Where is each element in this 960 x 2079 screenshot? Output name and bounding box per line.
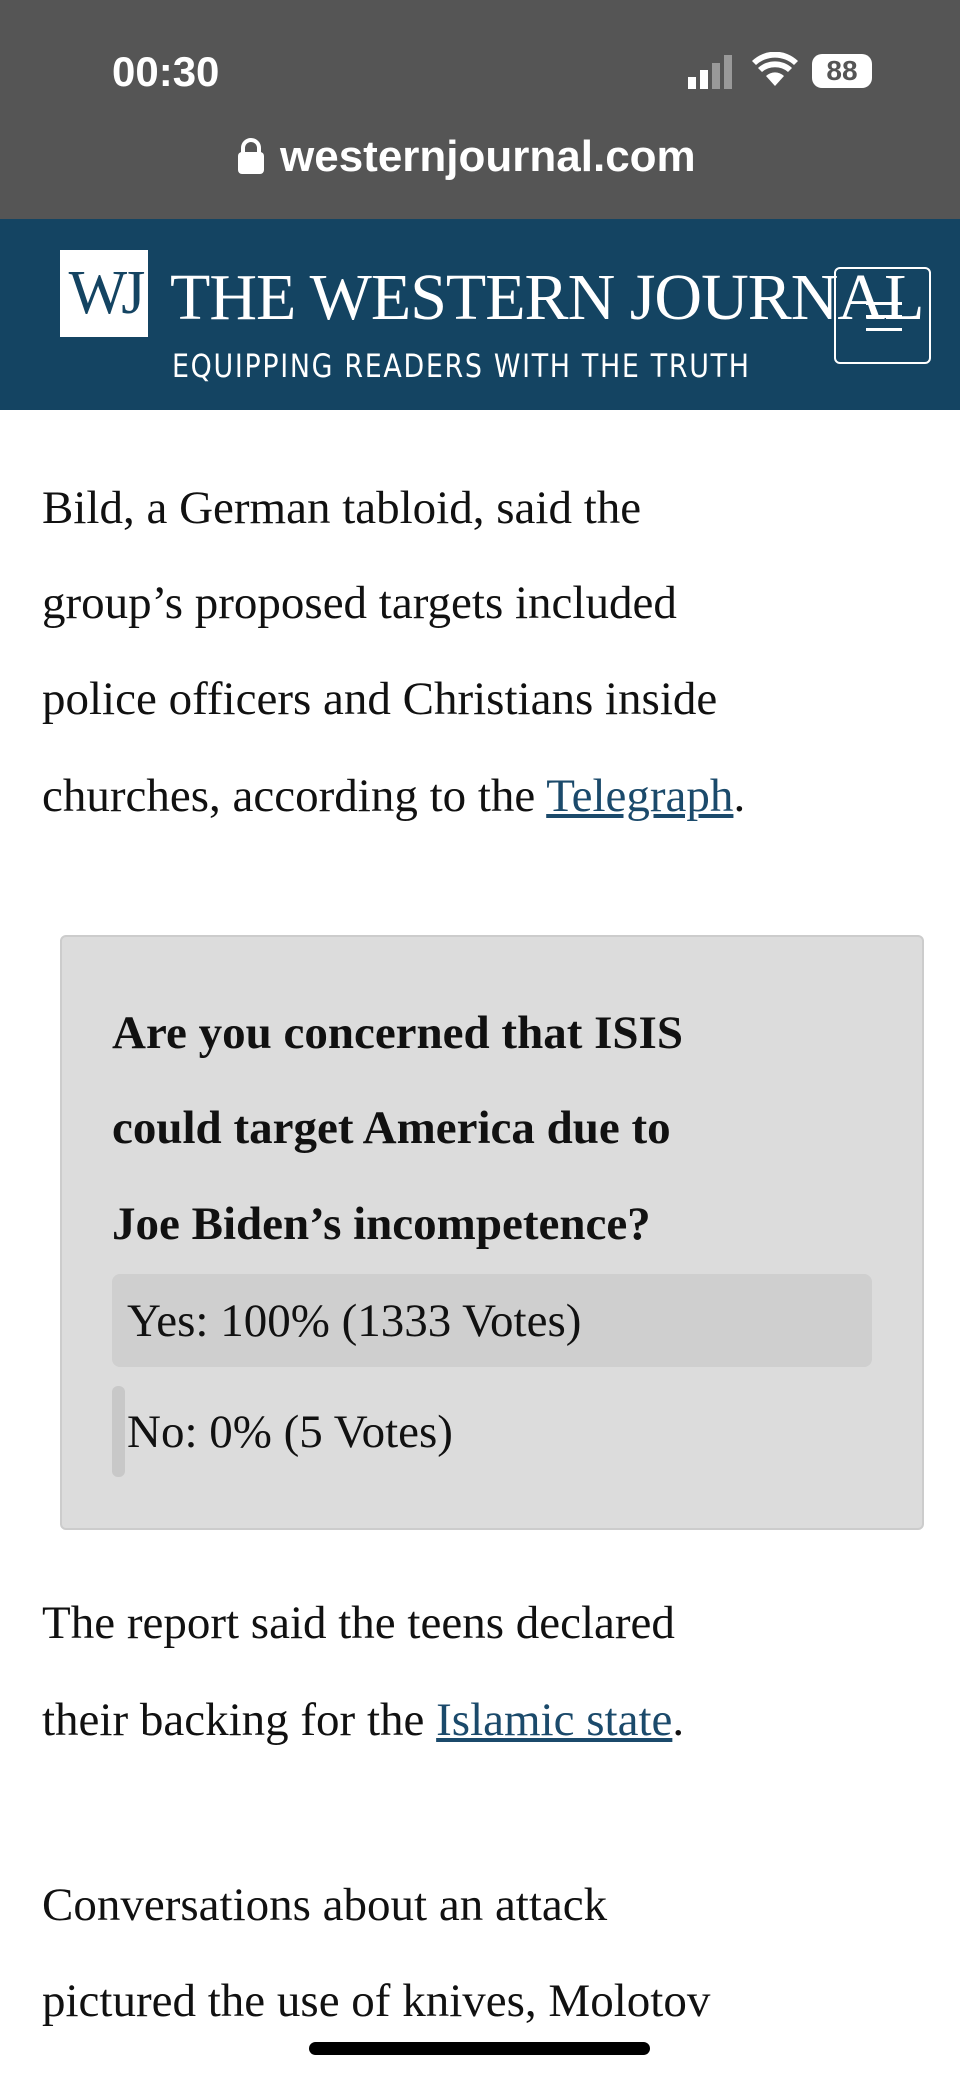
poll-option[interactable]: No: 0% (5 Votes) [127,1406,453,1458]
wifi-icon [752,52,798,86]
text-line: their backing for the Islamic state. [42,1693,684,1747]
status-bar: 00:30 88 westernjournal.com [0,0,960,219]
menu-button[interactable] [834,267,931,364]
poll-bar-no[interactable] [112,1386,125,1477]
battery: 88 [812,54,872,88]
text-line: Bild, a German tabloid, said the [42,482,642,534]
text-line: churches, according to the Telegraph. [42,769,745,823]
poll-question: Are you concerned that ISIS [112,1007,683,1059]
url[interactable]: westernjournal.com [280,132,696,181]
text-line: The report said the teens declared [42,1597,675,1649]
home-indicator [309,2042,650,2055]
text-line: Conversations about an attack [42,1879,608,1931]
poll-bar-yes[interactable] [112,1274,872,1367]
tagline: EQUIPPING READERS WITH THE TRUTH [172,347,751,385]
signal-icon [688,55,732,89]
text-line: group’s proposed targets included [42,577,677,629]
poll-option[interactable]: Yes: 100% (1333 Votes) [127,1295,582,1347]
text-line: pictured the use of knives, Molotov [42,1975,711,2027]
logo[interactable]: WJ [60,250,148,337]
text-line: police officers and Christians inside [42,673,718,725]
poll-question: could target America due to [112,1102,671,1154]
poll-question: Joe Biden’s incompetence? [112,1198,651,1250]
text: . [672,1694,685,1746]
link[interactable]: Islamic state [436,1694,673,1746]
text: their backing for the [42,1694,437,1746]
text: churches, according to the [42,770,547,822]
text: . [733,770,746,822]
site-header: WJ THE WESTERN JOURNAL EQUIPPING READERS… [0,219,960,410]
poll-box [60,935,924,1530]
time: 00:30 [112,48,220,95]
link[interactable]: Telegraph [546,770,734,822]
site-title[interactable]: THE WESTERN JOURNAL [170,261,924,334]
lock-icon [238,138,264,174]
